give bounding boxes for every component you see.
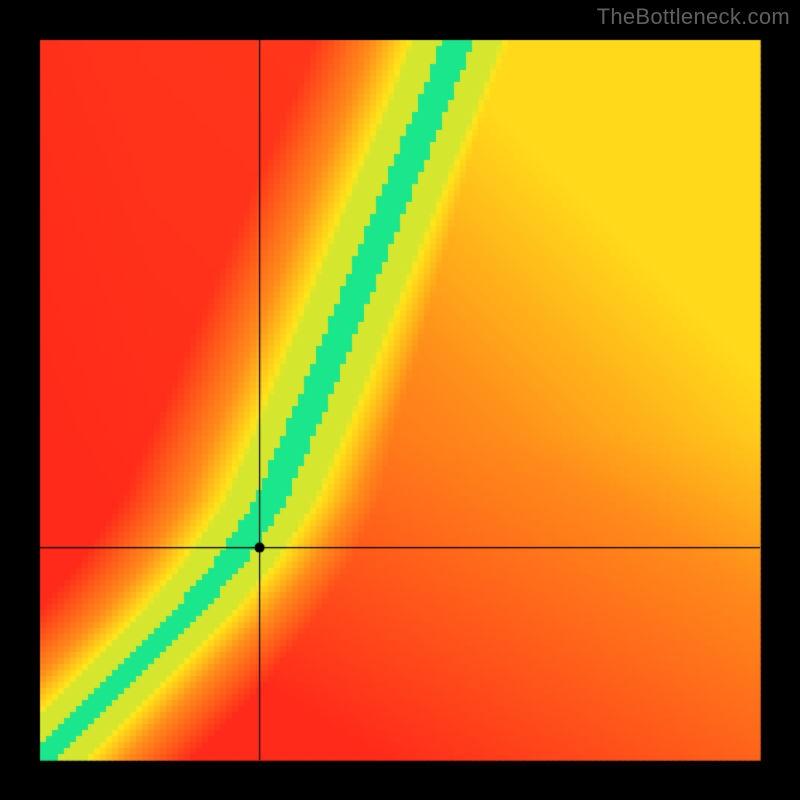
watermark-text: TheBottleneck.com xyxy=(597,4,790,30)
bottleneck-heatmap xyxy=(0,0,800,800)
chart-container: TheBottleneck.com xyxy=(0,0,800,800)
